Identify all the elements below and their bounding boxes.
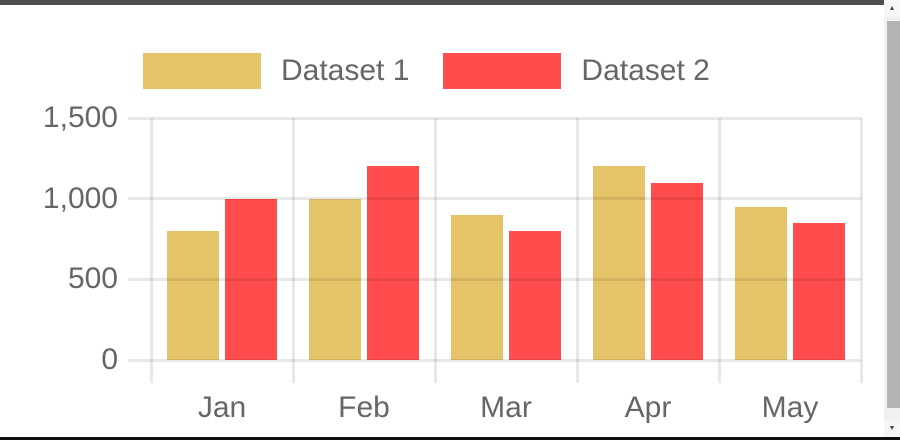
bar-dataset1-mar[interactable] [451,214,503,360]
scroll-up-icon: ▲ [888,5,896,12]
window-bottom-border [0,437,900,440]
x-axis-label-jan: Jan [197,391,247,424]
scroll-down-button[interactable]: ▼ [884,420,900,437]
gridline-vertical [859,118,863,383]
gridline-vertical [291,118,295,383]
scroll-up-button[interactable]: ▲ [884,0,900,17]
x-axis-label-mar: Mar [480,391,532,424]
vertical-scrollbar[interactable]: ▲ ▼ [884,0,900,437]
window-top-border [0,0,884,5]
legend-label-dataset1: Dataset 1 [281,54,410,87]
bar-dataset1-apr[interactable] [593,166,645,360]
gridline-horizontal [128,277,861,281]
y-axis-label: 500 [67,262,118,296]
bar-dataset2-mar[interactable] [509,230,561,360]
y-axis-label: 1,000 [42,181,118,215]
chart-legend: Dataset 1 Dataset 2 [143,53,710,89]
bar-dataset2-jan[interactable] [225,198,277,360]
scrollbar-thumb[interactable] [887,21,900,408]
legend-swatch-dataset1 [143,53,261,89]
gridline-vertical [575,118,579,383]
x-axis-label-may: May [761,391,819,424]
y-axis-label: 1,500 [42,101,118,134]
bar-dataset1-feb[interactable] [309,198,361,360]
scroll-down-icon: ▼ [888,425,896,432]
gridline-vertical [149,118,153,383]
bar-dataset2-feb[interactable] [367,166,419,360]
x-axis-label-feb: Feb [338,391,390,424]
gridline-vertical [717,118,721,383]
legend-item-dataset2[interactable]: Dataset 2 [443,53,710,89]
bar-dataset2-apr[interactable] [651,182,703,360]
gridline-horizontal [128,358,861,362]
bar-dataset1-jan[interactable] [167,230,219,360]
gridline-horizontal [128,116,861,120]
bar-dataset2-may[interactable] [793,222,845,360]
gridline-horizontal [128,197,861,201]
x-axis-label-apr: Apr [624,391,672,424]
legend-item-dataset1[interactable]: Dataset 1 [143,53,409,89]
legend-label-dataset2: Dataset 2 [581,54,710,87]
bar-dataset1-may[interactable] [735,206,787,360]
gridline-vertical [433,118,437,383]
y-axis-label: 0 [101,343,118,376]
legend-swatch-dataset2 [443,53,562,89]
